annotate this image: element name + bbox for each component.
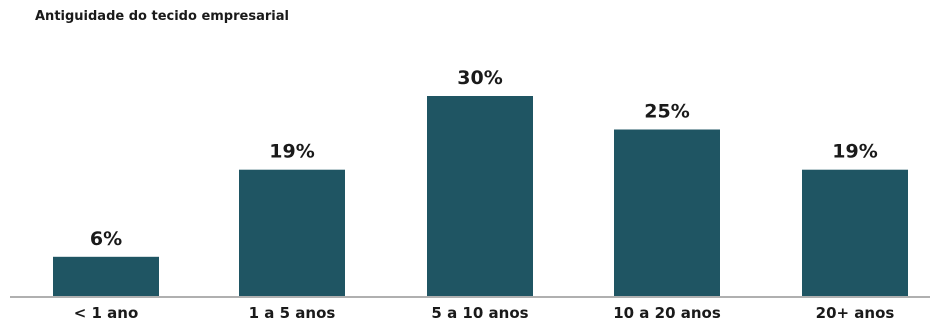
x-tick-label: 10 a 20 anos [613, 304, 721, 321]
bar-value-label: 19% [832, 141, 877, 163]
x-tick-label: 1 a 5 anos [249, 304, 336, 321]
bar-value-label: 25% [644, 101, 689, 123]
bar [53, 256, 159, 297]
bar [802, 169, 908, 297]
x-tick-labels-group: < 1 ano 1 a 5 anos 5 a 10 anos 10 a 20 anos… [74, 304, 895, 321]
chart-title: Antiguidade do tecido empresarial [35, 9, 289, 24]
x-tick-label: 5 a 10 anos [431, 304, 528, 321]
bar [427, 96, 533, 297]
bar [614, 129, 720, 297]
x-tick-label: < 1 ano [74, 304, 139, 321]
bar-value-label: 30% [457, 67, 502, 89]
bars-group [53, 96, 908, 297]
value-labels-group: 6% 19% 30% 25% 19% [90, 67, 878, 250]
bar-value-label: 19% [269, 141, 314, 163]
bar-value-label: 6% [90, 228, 122, 250]
x-tick-label: 20+ anos [816, 304, 895, 321]
bar [239, 169, 345, 297]
